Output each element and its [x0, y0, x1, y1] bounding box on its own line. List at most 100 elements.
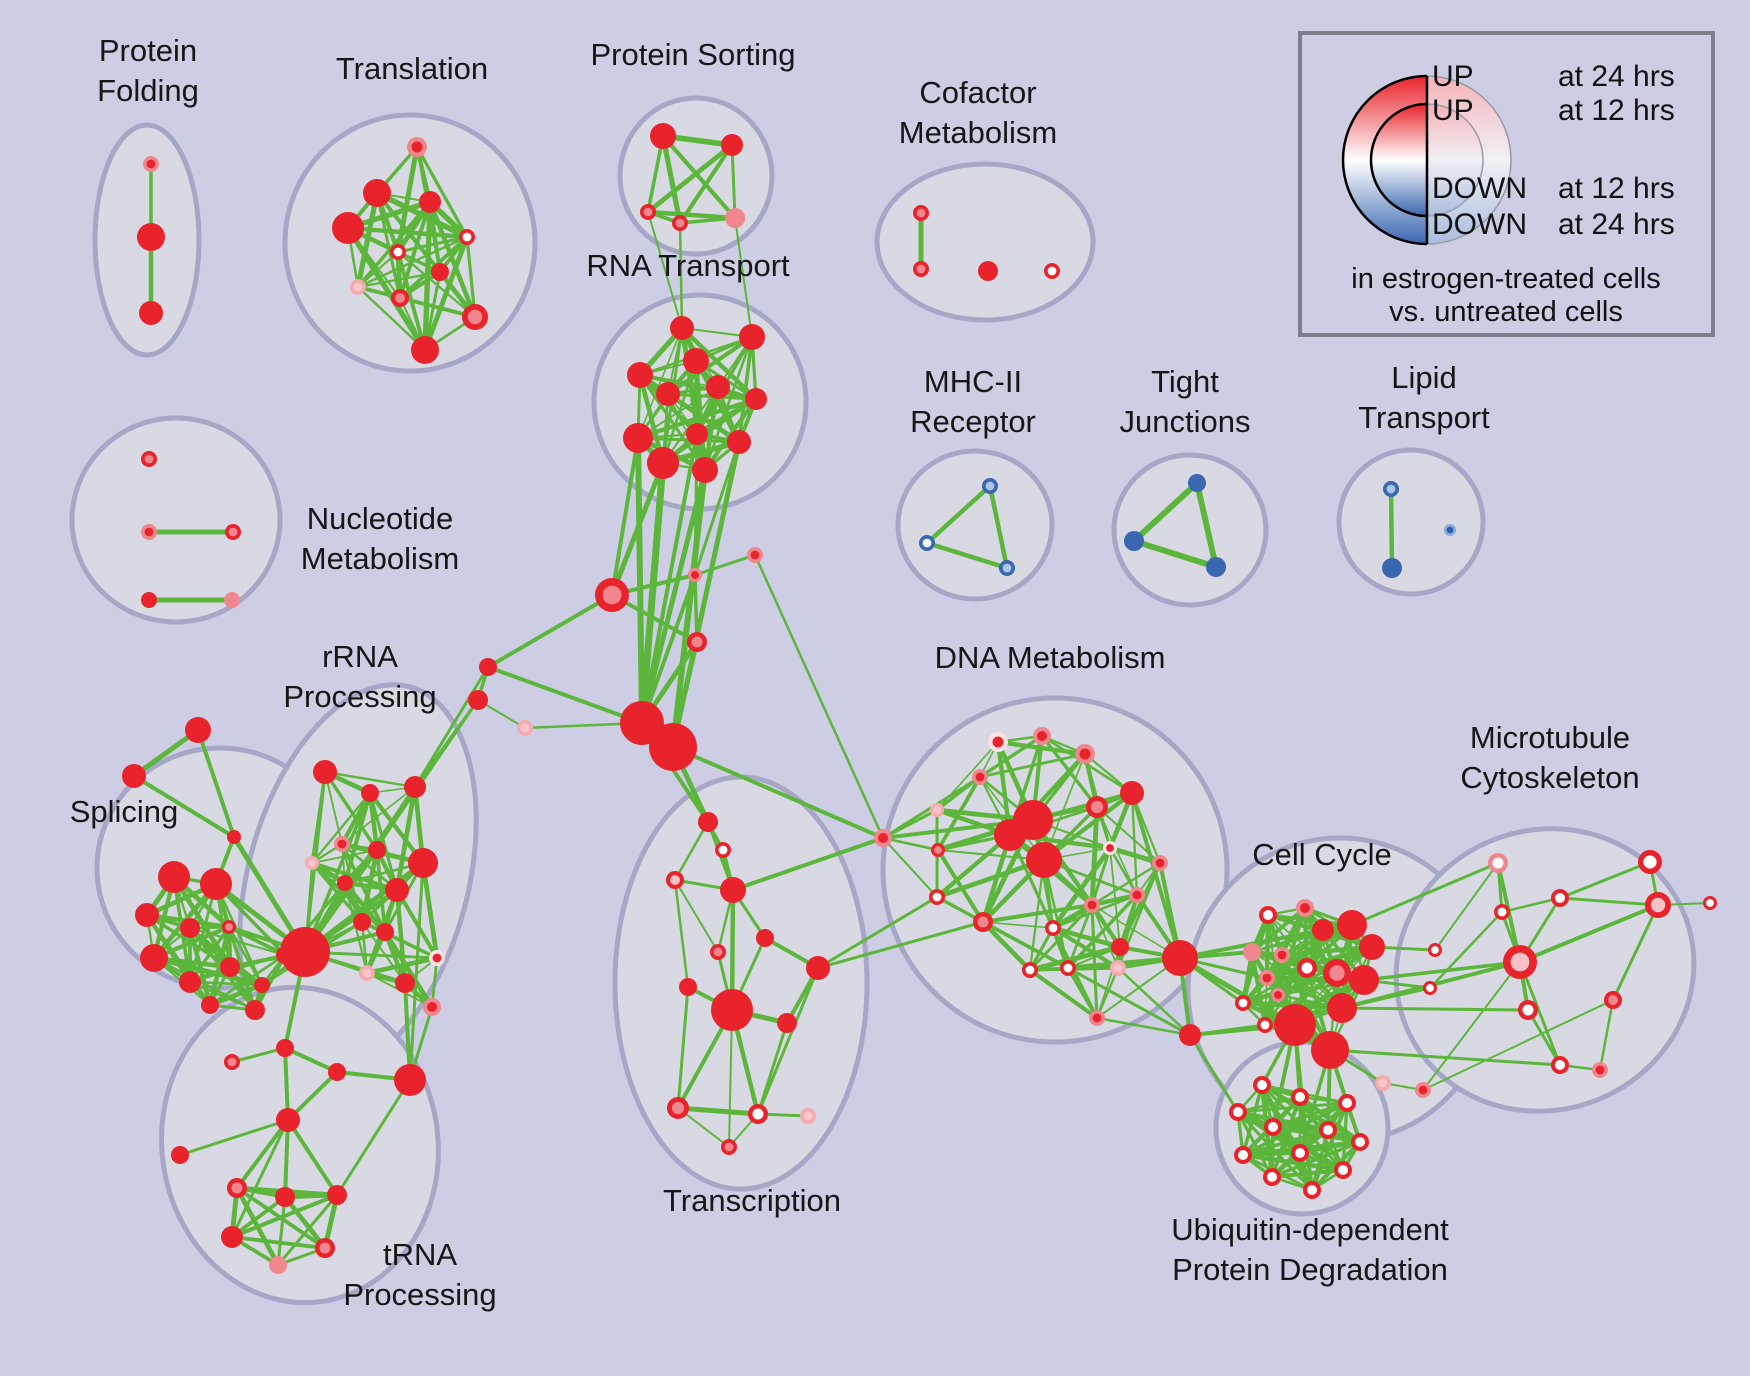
network-edge [335, 1078, 412, 1197]
node-inner-core [916, 264, 926, 274]
network-edge [196, 728, 236, 839]
network-node [359, 965, 375, 981]
network-node [429, 950, 445, 966]
network-edge [356, 200, 432, 289]
network-node [327, 1185, 347, 1205]
node-outer-ring [137, 223, 165, 251]
cluster-label-trna-processing: Processing [343, 1277, 496, 1312]
node-inner-core [1300, 903, 1310, 913]
network-edge [283, 1118, 290, 1199]
network-edge [934, 857, 1047, 900]
node-outer-ring [180, 918, 200, 938]
network-node [227, 1178, 247, 1198]
network-node [390, 244, 406, 260]
network-node [727, 430, 751, 454]
node-inner-core [718, 845, 728, 855]
node-outer-ring [994, 819, 1026, 851]
node-outer-ring [368, 841, 386, 859]
network-edge [413, 665, 490, 789]
network-node [1033, 727, 1051, 745]
network-node [1338, 1094, 1356, 1112]
node-outer-ring [431, 263, 449, 281]
network-node [715, 842, 731, 858]
legend-footer-line: in estrogen-treated cells [1351, 263, 1661, 295]
network-edge [924, 540, 1010, 571]
network-edge [637, 386, 719, 439]
node-inner-core [1233, 1107, 1243, 1117]
network-node [179, 971, 201, 993]
network-node [874, 829, 892, 847]
node-outer-ring [978, 261, 998, 281]
network-edge [1279, 944, 1375, 958]
node-outer-ring [269, 1256, 287, 1274]
network-node [994, 819, 1026, 851]
network-edge [640, 573, 697, 725]
legend-time-label: at 12 hrs [1558, 172, 1675, 205]
network-edge [1095, 966, 1120, 1020]
node-inner-core [432, 953, 442, 963]
network-edge [132, 774, 236, 839]
network-edge [283, 1046, 339, 1074]
node-inner-core [1002, 563, 1012, 573]
node-inner-core [1522, 1004, 1534, 1016]
network-edge [737, 335, 754, 444]
network-edge [637, 327, 683, 439]
network-edge [693, 440, 741, 577]
node-inner-core [933, 806, 941, 814]
network-node [666, 871, 684, 889]
network-edge [214, 882, 264, 987]
node-outer-ring [139, 301, 163, 325]
network-edge [673, 878, 690, 989]
network-node [315, 1238, 335, 1258]
node-outer-ring [468, 690, 488, 710]
network-node [1494, 904, 1510, 920]
network-node [913, 205, 929, 221]
network-edge [728, 1009, 733, 1148]
network-edge [361, 921, 406, 984]
node-outer-ring [686, 423, 708, 445]
node-outer-ring [725, 208, 745, 228]
network-edge [282, 1194, 328, 1251]
cluster-label-transcription: Transcription [663, 1183, 841, 1218]
node-outer-ring [1120, 781, 1144, 805]
node-outer-ring [280, 927, 330, 977]
node-inner-core [1047, 266, 1057, 276]
network-edge [1558, 860, 1652, 900]
network-edge [1027, 944, 1123, 973]
network-node [222, 920, 236, 934]
node-inner-core [1238, 998, 1248, 1008]
network-node [1084, 897, 1100, 913]
network-edge [1130, 791, 1182, 960]
node-inner-core [1090, 800, 1104, 814]
node-outer-ring [1312, 919, 1334, 941]
network-edge [816, 920, 985, 970]
node-inner-core [1132, 890, 1142, 900]
network-edge [151, 955, 265, 988]
node-inner-core [362, 968, 372, 978]
node-outer-ring [1359, 934, 1385, 960]
network-edge [427, 199, 478, 320]
network-node [929, 889, 945, 905]
node-outer-ring [179, 971, 201, 993]
cluster-ellipse-transcription [612, 774, 870, 1192]
network-edge [756, 966, 820, 1116]
network-node [1235, 995, 1251, 1011]
network-edge [1236, 1095, 1302, 1114]
legend-time-label: at 24 hrs [1558, 208, 1675, 241]
network-edge [403, 981, 412, 1082]
node-inner-core [750, 550, 760, 560]
cluster-label-tight-junctions: Junctions [1120, 404, 1251, 439]
network-node [280, 927, 330, 977]
network-node [276, 1039, 294, 1057]
node-inner-core [803, 1111, 813, 1121]
network-edge [935, 847, 986, 925]
network-node [748, 1104, 768, 1124]
node-outer-ring [353, 913, 371, 931]
network-edge [635, 396, 759, 441]
network-edge [1388, 486, 1395, 571]
legend: UP at 24 hrs UP at 12 hrs DOWN at 12 hrs DOWN a… [1298, 31, 1715, 337]
node-outer-ring [756, 929, 774, 947]
network-edge [230, 1235, 327, 1250]
node-outer-ring [275, 1187, 295, 1207]
network-edge [1067, 946, 1121, 969]
